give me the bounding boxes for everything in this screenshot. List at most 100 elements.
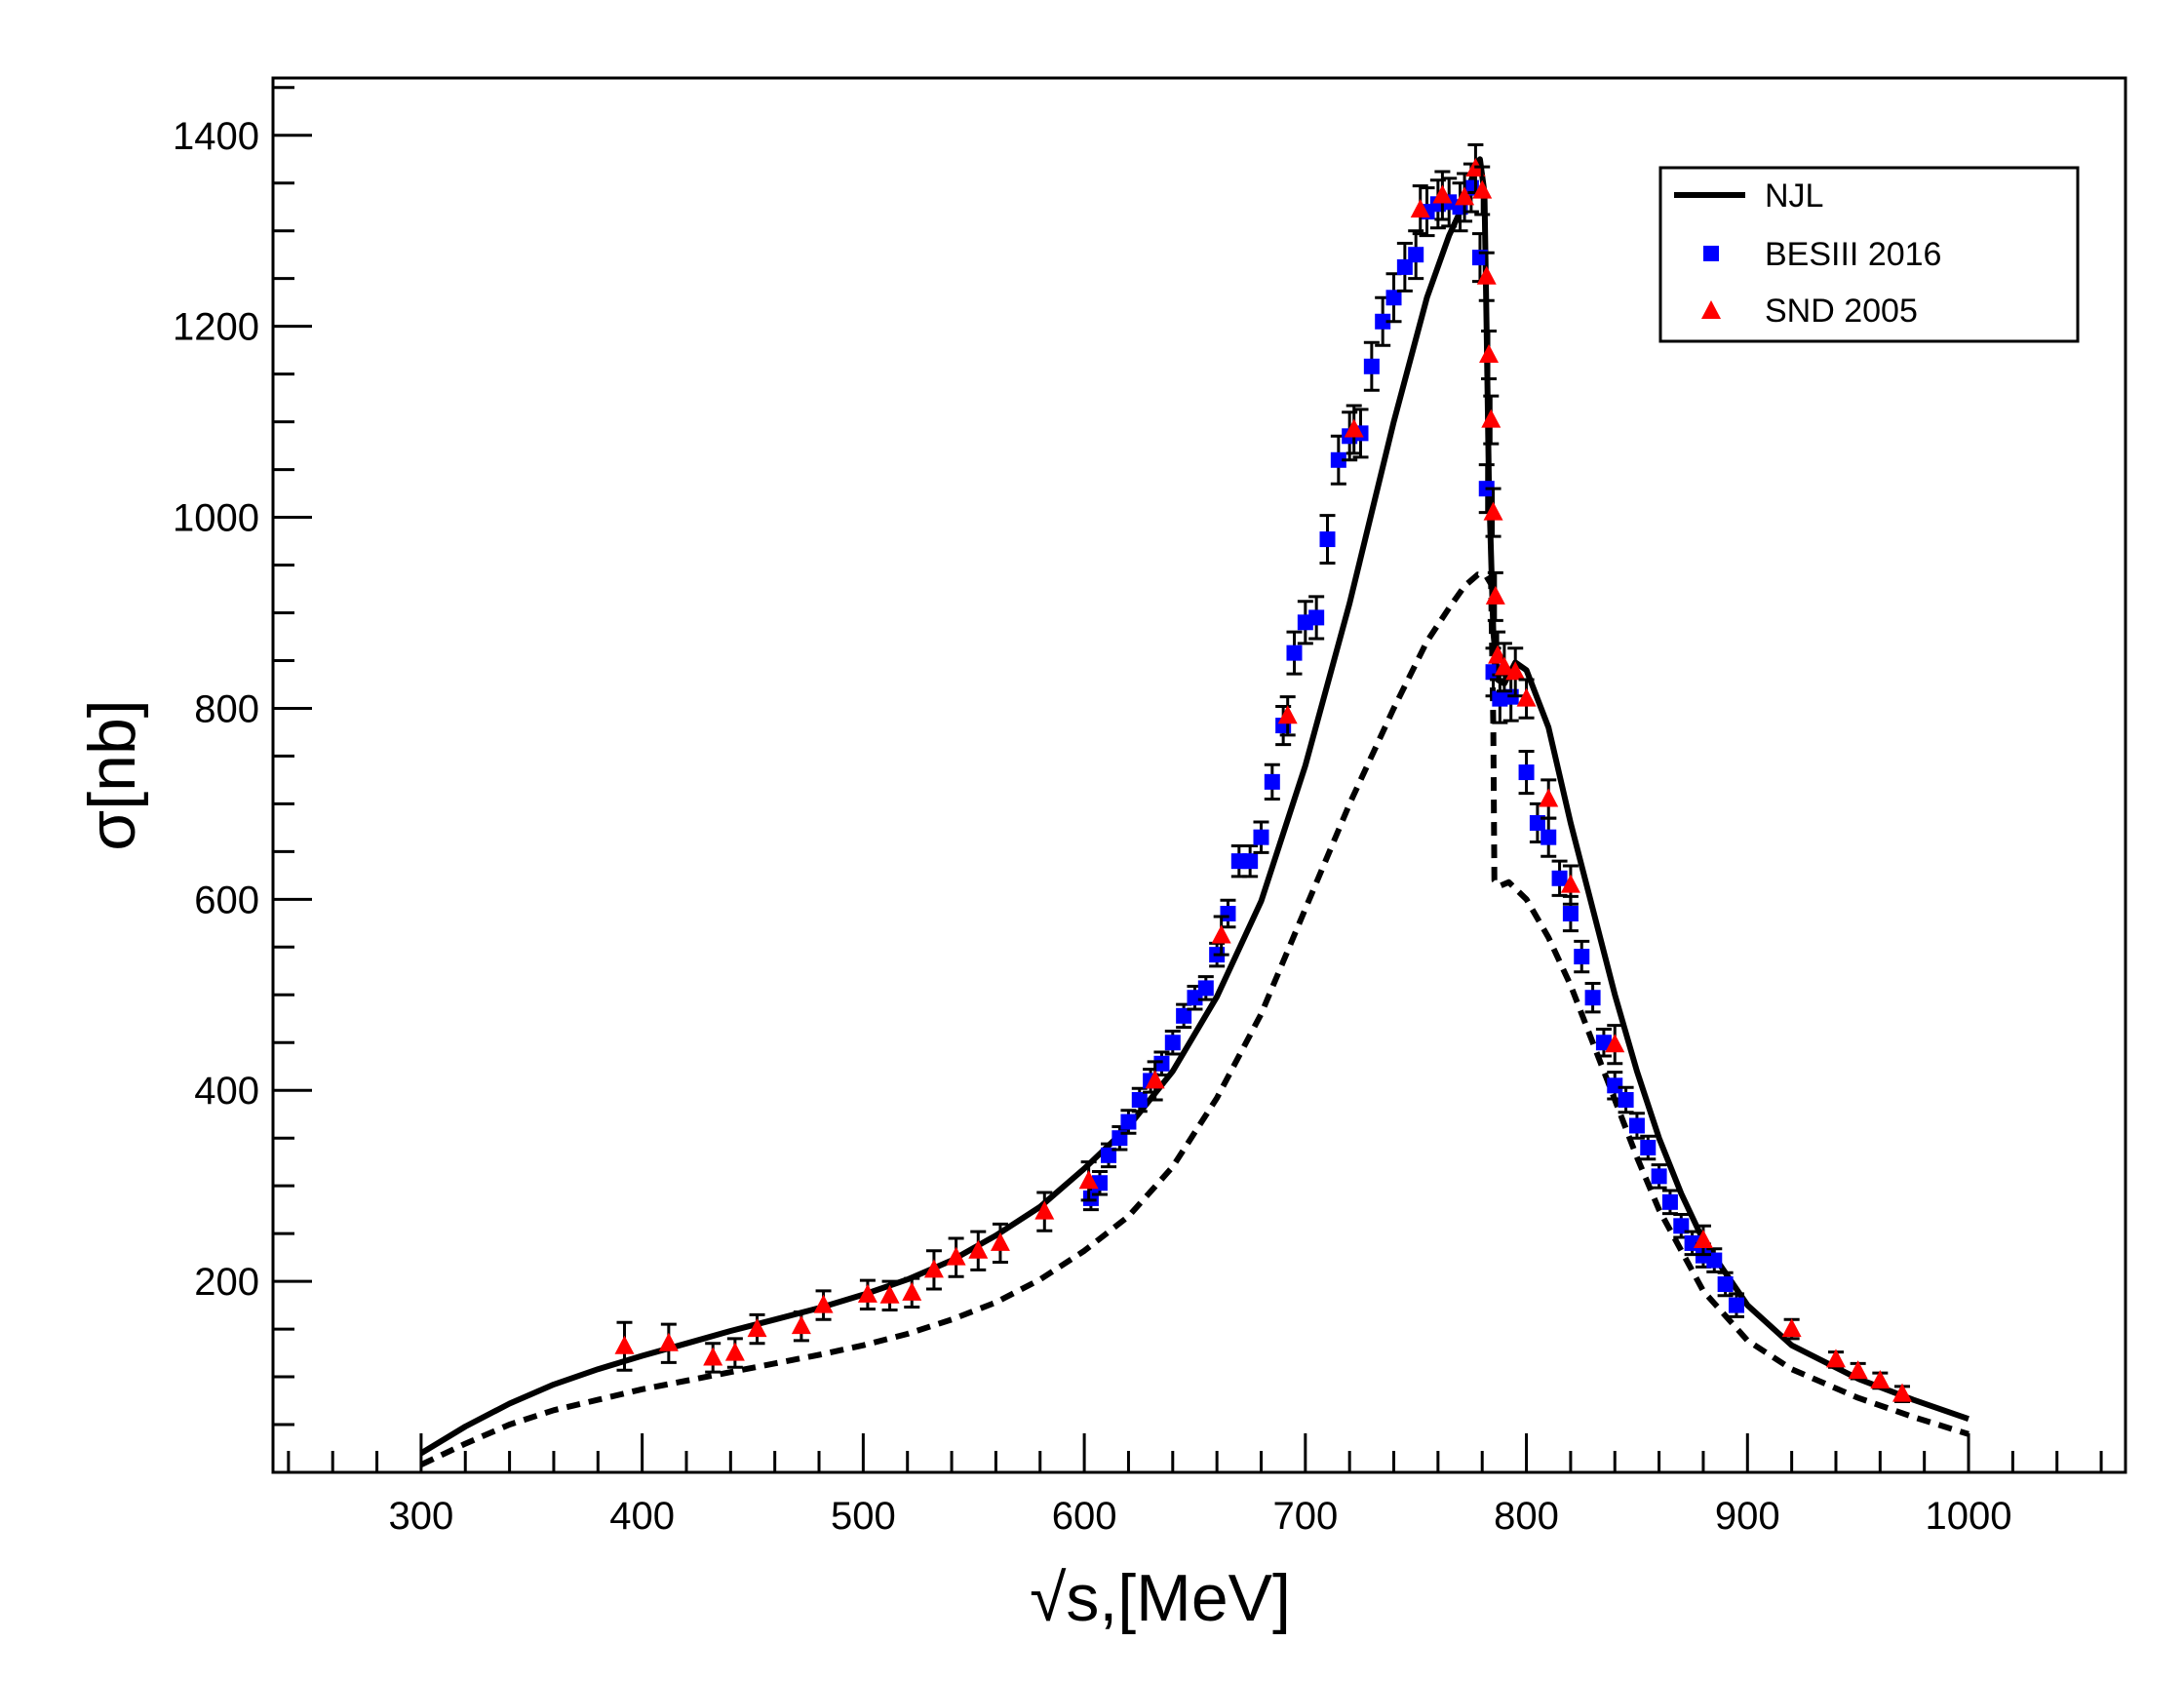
snd-point bbox=[1560, 874, 1580, 893]
snd-point bbox=[1455, 186, 1475, 206]
snd-point bbox=[1476, 265, 1497, 285]
y-tick-label: 1400 bbox=[173, 115, 259, 158]
besiii-point bbox=[1164, 1035, 1181, 1051]
legend-snd-marker bbox=[1701, 300, 1721, 319]
besiii-point bbox=[1197, 980, 1214, 997]
besiii-point bbox=[1101, 1147, 1117, 1163]
x-axis-title: √s,[MeV] bbox=[1030, 1561, 1291, 1635]
snd-point bbox=[1848, 1360, 1868, 1380]
snd-point bbox=[1410, 199, 1430, 218]
besiii-point bbox=[1640, 1139, 1657, 1155]
besiii-point bbox=[1628, 1117, 1645, 1134]
legend-besiii-marker bbox=[1703, 246, 1719, 261]
x-tick-label: 400 bbox=[609, 1495, 675, 1538]
y-tick-label: 1200 bbox=[173, 306, 259, 349]
snd-point bbox=[1344, 418, 1364, 438]
y-tick-label: 400 bbox=[194, 1070, 259, 1113]
besiii-point bbox=[1153, 1055, 1170, 1072]
besiii-point bbox=[1562, 906, 1579, 922]
dashed-curve bbox=[419, 571, 1970, 1467]
ticks-layer bbox=[273, 86, 2103, 1472]
snd-point bbox=[658, 1332, 679, 1351]
snd-point bbox=[946, 1246, 966, 1266]
snd-point bbox=[791, 1315, 811, 1335]
besiii-point bbox=[1363, 358, 1380, 374]
snd-point bbox=[703, 1347, 723, 1366]
y-tick-label: 600 bbox=[194, 879, 259, 921]
snd-point bbox=[1892, 1383, 1913, 1402]
snd-point bbox=[1483, 501, 1503, 521]
besiii-point bbox=[1607, 1077, 1623, 1094]
snd-point bbox=[1505, 661, 1526, 681]
besiii-point bbox=[1661, 1193, 1678, 1210]
njl-curve bbox=[419, 156, 1970, 1456]
besiii-point bbox=[1706, 1252, 1723, 1269]
y-tick-label: 800 bbox=[194, 687, 259, 730]
snd-point bbox=[1432, 184, 1453, 204]
snd-point bbox=[1211, 924, 1231, 944]
snd-point bbox=[968, 1239, 989, 1259]
besiii-point bbox=[1518, 764, 1535, 781]
snd-point bbox=[1494, 656, 1514, 676]
snd-point bbox=[1825, 1349, 1846, 1368]
besiii-point bbox=[1131, 1092, 1148, 1109]
snd-point bbox=[1479, 344, 1500, 364]
besiii-point bbox=[1595, 1035, 1612, 1051]
besiii-point bbox=[1120, 1114, 1137, 1130]
plot-frame bbox=[271, 76, 2127, 1474]
snd-point bbox=[1145, 1070, 1165, 1089]
besiii-point bbox=[1264, 773, 1280, 790]
snd-point bbox=[1277, 705, 1298, 724]
besiii-point bbox=[1176, 1007, 1192, 1024]
snd-point bbox=[990, 1231, 1010, 1251]
besiii-point bbox=[1651, 1168, 1667, 1185]
snd-point bbox=[1472, 179, 1493, 199]
besiii-point bbox=[1540, 829, 1557, 845]
snd-point bbox=[1516, 687, 1537, 707]
snd-point bbox=[857, 1283, 878, 1303]
legend: NJL BESIII 2016 SND 2005 bbox=[1658, 166, 2080, 343]
snd-point bbox=[923, 1259, 944, 1278]
besiii-point bbox=[1330, 451, 1346, 468]
snd-point bbox=[1488, 645, 1508, 664]
snd-point bbox=[1539, 788, 1559, 807]
besiii-point bbox=[1396, 258, 1413, 275]
besiii-point bbox=[1375, 313, 1391, 330]
snd-point bbox=[1605, 1034, 1625, 1053]
x-tick-label: 800 bbox=[1494, 1495, 1559, 1538]
snd-point bbox=[1693, 1229, 1713, 1248]
snd-point bbox=[724, 1342, 745, 1361]
snd-point bbox=[879, 1284, 900, 1304]
snd-point bbox=[1034, 1200, 1055, 1220]
besiii-point bbox=[1574, 949, 1590, 965]
x-tick-label: 1000 bbox=[1926, 1495, 2012, 1538]
x-tick-label: 900 bbox=[1715, 1495, 1780, 1538]
tick-labels: 300 400 500 600 700 800 900 1000 200 400 600 800 100… bbox=[173, 115, 2011, 1538]
legend-snd-label: SND 2005 bbox=[1765, 293, 1918, 330]
besiii-point bbox=[1551, 870, 1568, 886]
besiii-point bbox=[1728, 1297, 1744, 1313]
snd-point bbox=[1485, 585, 1505, 605]
snd-point bbox=[614, 1335, 635, 1354]
snd-point bbox=[1078, 1170, 1099, 1190]
y-tick-label: 200 bbox=[194, 1261, 259, 1304]
x-tick-label: 600 bbox=[1052, 1495, 1117, 1538]
snd-point bbox=[902, 1281, 922, 1301]
besiii-point bbox=[1319, 531, 1336, 548]
legend-besiii-label: BESIII 2016 bbox=[1765, 236, 1941, 273]
besiii-point bbox=[1242, 853, 1259, 870]
besiii-point bbox=[1253, 829, 1269, 845]
besiii-point bbox=[1584, 990, 1601, 1006]
x-tick-label: 500 bbox=[831, 1495, 896, 1538]
besiii-point bbox=[1385, 290, 1402, 306]
snd-point bbox=[813, 1294, 834, 1313]
besiii-point bbox=[1673, 1218, 1690, 1234]
legend-njl-label: NJL bbox=[1765, 177, 1823, 215]
snd-point bbox=[1870, 1369, 1891, 1388]
snd-point bbox=[747, 1318, 767, 1338]
snd-point bbox=[1781, 1318, 1802, 1338]
besiii-point bbox=[1082, 1190, 1099, 1206]
y-axis-title: σ[nb] bbox=[75, 699, 149, 850]
besiii-point bbox=[1618, 1092, 1634, 1109]
